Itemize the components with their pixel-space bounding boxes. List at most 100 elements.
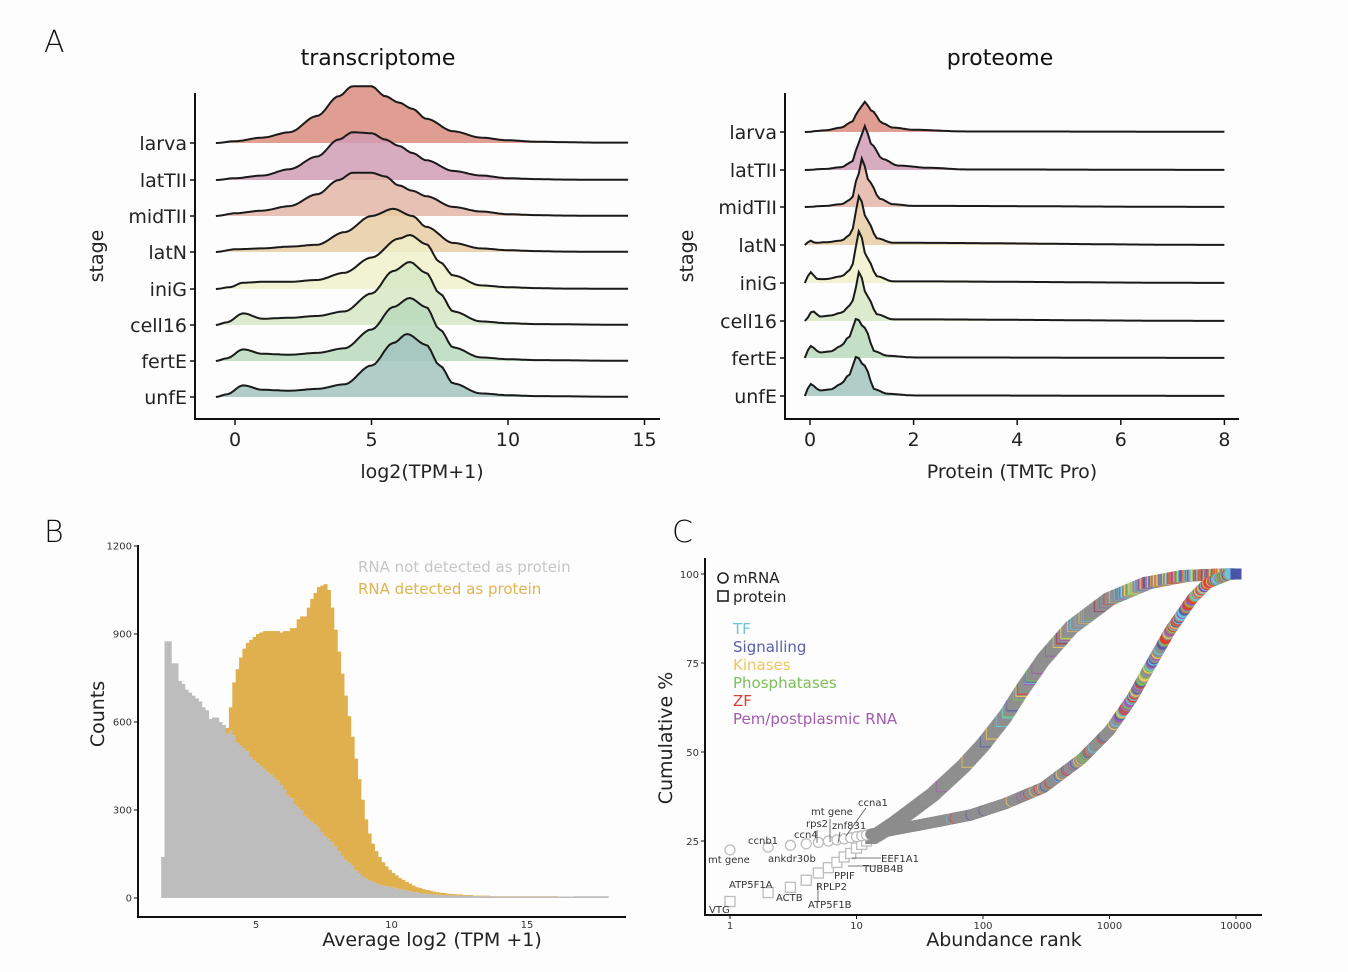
bar-not-detected [527,896,531,898]
ridge-larva [804,100,1225,133]
y-tick-label-latN: latN [738,235,777,257]
mrna-gene-label: rps2 [806,819,828,830]
category-legend-tf: TF [732,620,751,638]
bar-detected [381,862,386,886]
bar-detected [320,585,325,832]
y-tick-label-1200: 1200 [107,542,132,553]
histogram-y-axis-title: Counts [87,681,109,747]
ridge-line-midTII [804,155,1225,208]
legend-mrna: mRNA [733,569,780,587]
mrna-point [784,839,797,851]
proteome-y-axis-title: stage [676,230,698,283]
category-legend: TFSignallingKinasesPhosphatasesZFPem/pos… [732,620,898,728]
bar-not-detected [543,896,548,898]
bar-not-detected [269,774,274,898]
bar-not-detected [428,894,433,898]
bar-not-detected [567,896,572,898]
bar-detected [361,799,365,876]
ridge-line-larva [215,85,629,144]
bar-not-detected [286,795,291,898]
bar-not-detected [333,846,338,898]
ridge-fertE [215,296,629,362]
bar-not-detected [557,896,562,898]
x-tick-label-15: 15 [521,920,534,931]
bar-not-detected [530,896,535,898]
top-point [1230,568,1242,580]
y-tick-label-100: 100 [680,570,699,581]
bar-not-detected [398,889,403,898]
bar-not-detected [452,895,457,898]
bar-not-detected [367,880,372,898]
bar-not-detected [493,896,497,898]
bar-not-detected [327,839,331,898]
bar-not-detected [357,873,362,898]
bar-not-detected [208,719,213,898]
gene-label-leader [845,807,867,837]
bar-detected [327,590,331,840]
bar-not-detected [232,735,237,898]
bar-not-detected [249,757,254,898]
bar-not-detected [377,884,382,898]
y-tick-label-300: 300 [113,806,132,817]
protein-point [784,881,797,893]
y-tick-label-latTII: latTII [730,160,777,182]
ridge-line-iniG [215,233,629,290]
bar-detected [286,631,291,796]
bar-not-detected [374,883,379,898]
histogram-bars [161,584,609,898]
bar-detected [459,894,464,896]
bar-detected [401,879,406,890]
bar-not-detected [469,895,474,898]
bar-not-detected [466,895,470,898]
bar-detected [374,851,379,884]
bar-detected [469,895,474,896]
y-tick-label-fertE: fertE [141,351,187,373]
bar-not-detected [381,885,386,898]
ridge-line-latN [804,193,1225,246]
ridge-area-cell16 [215,262,629,325]
bar-not-detected [503,896,508,898]
bar-not-detected [201,707,206,898]
bar-detected [432,891,436,895]
histogram-y-ticks: 0 300 600 900 1200 [107,542,138,905]
ridge-area-fertE [215,298,629,361]
bar-not-detected [571,896,575,898]
ridge-latN [804,193,1225,246]
ridge-iniG [215,233,629,290]
y-tick-label-midTII: midTII [718,197,777,219]
bar-detected [384,866,389,887]
protein-point [812,867,825,879]
bar-not-detected [394,888,399,898]
ridge-line-midTII [215,171,629,217]
ridge-latTII [215,131,629,181]
ridge-line-larva [804,100,1225,133]
bar-not-detected [496,896,501,898]
bar-not-detected [296,807,301,898]
bar-not-detected [316,827,321,898]
bar-detected [296,619,301,808]
bar-detected [228,707,233,731]
bar-not-detected [313,824,318,898]
bar-not-detected [455,895,460,898]
y-tick-label-cell16: cell16 [130,315,187,337]
proteome-y-tick-labels: larva latTII midTII latN iniG cell16 fertE unfE [718,122,785,408]
bar-detected [242,648,247,749]
category-legend-zf: ZF [733,692,752,710]
bar-detected [293,628,298,805]
bar-not-detected [598,896,602,898]
bar-detected [276,631,281,781]
bar-not-detected [289,798,294,898]
bar-detected [455,894,460,896]
y-tick-label-50: 50 [686,748,699,759]
y-tick-label-iniG: iniG [740,273,777,295]
bar-detected [266,631,270,772]
bar-detected [303,616,308,816]
ridge-area-fertE [804,319,1225,358]
bar-not-detected [581,896,585,898]
bar-not-detected [550,896,555,898]
panel-letter-c: C [672,515,693,550]
ridge-area-latN [215,208,629,252]
bar-not-detected [228,730,233,898]
bar-not-detected [283,789,287,898]
bar-detected [411,885,416,893]
